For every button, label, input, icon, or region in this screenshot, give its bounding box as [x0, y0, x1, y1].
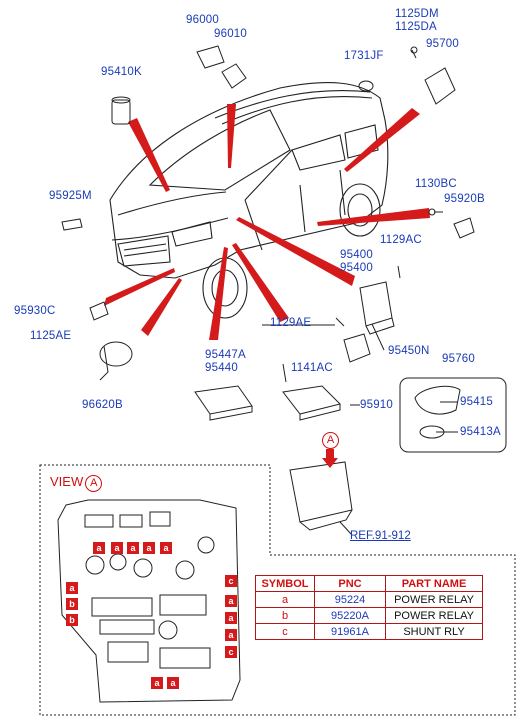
label-1125da: 1125DA — [395, 21, 437, 33]
label-1125dm: 1125DM — [395, 8, 439, 20]
label-95440: 95440 — [205, 362, 238, 374]
label-1130bc: 1130BC — [415, 178, 457, 190]
fuse-symbol: a — [111, 542, 123, 554]
label-1129ae: 1129AE — [270, 317, 312, 329]
fusebox-outline — [57, 499, 241, 703]
label-96010: 96010 — [214, 28, 247, 40]
vehicle-outline — [109, 81, 389, 319]
label-95415: 95415 — [460, 396, 493, 408]
label-95910: 95910 — [360, 399, 393, 411]
label-95447a: 95447A — [205, 349, 246, 361]
label-96000: 96000 — [186, 14, 219, 26]
pointer-wedges — [104, 104, 430, 340]
fuse-symbol: a — [127, 542, 139, 554]
pnc-cell[interactable]: 95220A — [314, 607, 386, 624]
label-95450n: 95450N — [388, 345, 430, 357]
label-1731jf: 1731JF — [344, 50, 384, 62]
part-name-cell: POWER RELAY — [385, 591, 483, 608]
fuse-symbol: c — [225, 575, 237, 587]
label-1129ac-top: 1129AC — [380, 234, 422, 246]
label-95400-b: 95400 — [340, 262, 373, 274]
callout-arrow — [322, 449, 338, 468]
pnc-cell[interactable]: 91961A — [314, 623, 386, 640]
symbol-cell: b — [255, 607, 315, 624]
label-1125ae: 1125AE — [30, 330, 72, 342]
fuse-symbol: a — [66, 582, 78, 594]
label-95925m: 95925M — [49, 190, 92, 202]
header-symbol: SYMBOL — [255, 575, 315, 592]
fuse-symbol: a — [167, 677, 179, 689]
pnc-cell[interactable]: 95224 — [314, 591, 386, 608]
header-part-name: PART NAME — [385, 575, 483, 592]
fuse-symbol: b — [66, 598, 78, 610]
part-sketches — [61, 45, 507, 536]
part-name-cell: POWER RELAY — [385, 607, 483, 624]
callout-a-marker: A — [322, 432, 339, 449]
label-95400-a: 95400 — [340, 249, 373, 261]
header-pnc: PNC — [314, 575, 386, 592]
label-95413a: 95413A — [460, 426, 501, 438]
label-1141ac: 1141AC — [291, 362, 333, 374]
fuse-symbol: a — [225, 595, 237, 607]
symbol-cell: a — [255, 591, 315, 608]
fuse-symbol: a — [151, 677, 163, 689]
fuse-symbol: a — [225, 629, 237, 641]
table-row: c 91961A SHUNT RLY — [255, 623, 483, 640]
table-row: b 95220A POWER RELAY — [255, 607, 483, 624]
view-title-text: VIEW — [50, 474, 84, 489]
reference-link[interactable]: REF.91-912 — [350, 530, 411, 542]
label-95920b: 95920B — [444, 193, 485, 205]
symbol-table-header: SYMBOL PNC PART NAME — [255, 575, 483, 592]
symbol-cell: c — [255, 623, 315, 640]
fuse-symbol: a — [160, 542, 172, 554]
label-96620b: 96620B — [82, 399, 123, 411]
symbol-table: SYMBOL PNC PART NAME a 95224 POWER RELAY… — [255, 575, 483, 640]
label-95760: 95760 — [442, 353, 475, 365]
label-95700: 95700 — [426, 38, 459, 50]
fuse-symbol: c — [225, 646, 237, 658]
view-frame — [39, 464, 516, 716]
fuse-symbol: a — [93, 542, 105, 554]
label-95410k: 95410K — [101, 66, 142, 78]
label-95930c: 95930C — [14, 305, 56, 317]
part-name-cell: SHUNT RLY — [385, 623, 483, 640]
view-title: VIEW A — [50, 474, 103, 492]
table-row: a 95224 POWER RELAY — [255, 591, 483, 608]
fuse-symbol: b — [66, 614, 78, 626]
fuse-symbol: a — [143, 542, 155, 554]
fuse-symbol: a — [225, 612, 237, 624]
view-marker: A — [85, 475, 103, 492]
